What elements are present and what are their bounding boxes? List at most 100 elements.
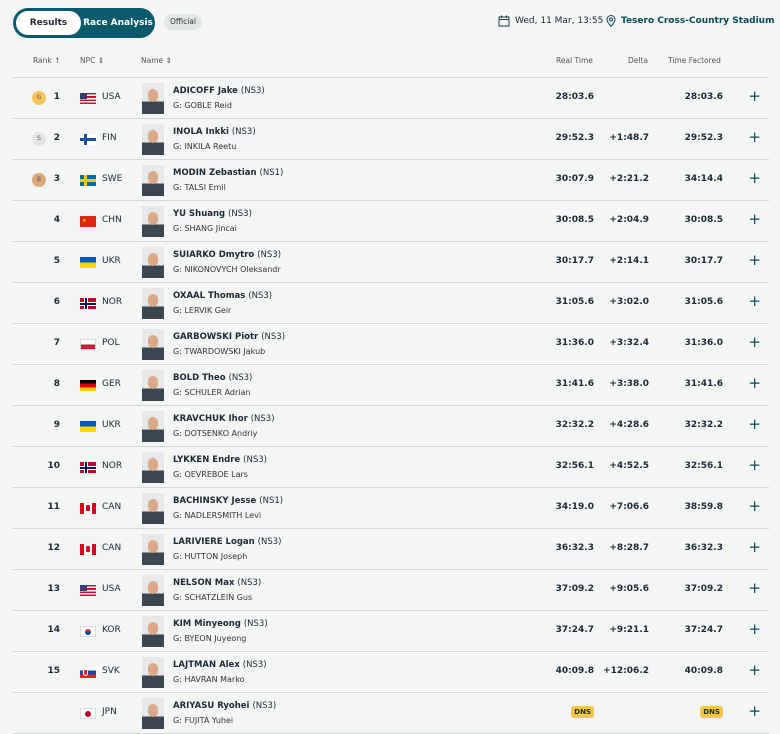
time-factored: 37:24.7	[685, 625, 723, 635]
table-row[interactable]: 5 UKR SUIARKO Dmytro (NS3) G: NIKONOVYCH Ol…	[13, 242, 769, 283]
event-date: Wed, 11 Mar, 13:55	[498, 15, 603, 27]
column-name-label: Name	[141, 56, 164, 65]
expand-plus-icon[interactable]: +	[748, 251, 761, 269]
athlete-name-text: LARIVIERE Logan	[173, 537, 255, 547]
column-name[interactable]: Name ⇕	[141, 56, 172, 65]
athlete-name-text: INOLA Inkki	[173, 127, 229, 137]
athlete-name[interactable]: LYKKEN Endre (NS3)	[173, 455, 267, 465]
real-time: 30:08.5	[556, 215, 594, 225]
time-factored-value: 37:24.7	[684, 625, 723, 635]
expand-plus-icon[interactable]: +	[748, 169, 761, 187]
expand-plus-icon[interactable]: +	[748, 415, 761, 433]
expand-plus-icon[interactable]: +	[748, 333, 761, 351]
athlete-name-text: MODIN Zebastian	[173, 168, 257, 178]
flag-icon-ukr	[80, 421, 96, 432]
athlete-name-text: BOLD Theo	[173, 373, 226, 383]
athlete-name[interactable]: KIM Minyeong (NS3)	[173, 619, 268, 629]
expand-plus-icon[interactable]: +	[748, 374, 761, 392]
time-factored: 36:32.3	[685, 543, 723, 553]
athlete-name[interactable]: ADICOFF Jake (NS3)	[173, 86, 265, 96]
sport-class: (NS1)	[259, 168, 284, 178]
rank: 7	[53, 338, 60, 348]
time-factored: DNS	[700, 706, 723, 718]
sport-class: (NS3)	[231, 127, 256, 137]
table-row[interactable]: B 3 SWE MODIN Zebastian (NS1) G: TALSI Emil 3…	[13, 160, 769, 201]
expand-plus-icon[interactable]: +	[748, 661, 761, 679]
athlete-name[interactable]: BACHINSKY Jesse (NS1)	[173, 496, 283, 506]
guide-name: G: HAVRAN Marko	[173, 675, 245, 684]
guide-name: G: LERVIK Geir	[173, 306, 232, 315]
rank: 2	[53, 133, 60, 143]
time-factored-value: 28:03.6	[684, 92, 723, 102]
tab-results[interactable]: Results	[16, 11, 81, 35]
rank: 4	[53, 215, 60, 225]
expand-plus-icon[interactable]: +	[748, 456, 761, 474]
athlete-name[interactable]: NELSON Max (NS3)	[173, 578, 261, 588]
column-npc[interactable]: NPC ⇕	[80, 56, 104, 65]
expand-plus-icon[interactable]: +	[748, 702, 761, 720]
table-row[interactable]: 15 SVK LAJTMAN Alex (NS3) G: HAVRAN Marko 40…	[13, 652, 769, 693]
time-factored: 30:08.5	[685, 215, 723, 225]
time-factored: 37:09.2	[685, 584, 723, 594]
expand-plus-icon[interactable]: +	[748, 87, 761, 105]
delta: +12:06.2	[603, 666, 649, 676]
sport-class: (NS3)	[228, 373, 253, 383]
table-row[interactable]: S 2 FIN INOLA Inkki (NS3) G: INKILA Reetu 29:…	[13, 119, 769, 160]
table-row[interactable]: 6 NOR OXAAL Thomas (NS3) G: LERVIK Geir 31:0…	[13, 283, 769, 324]
guide-name: G: GOBLE Reid	[173, 101, 232, 110]
time-factored-value: DNS	[700, 706, 723, 718]
table-row[interactable]: 9 UKR KRAVCHUK Ihor (NS3) G: DOTSENKO Andri…	[13, 406, 769, 447]
column-npc-label: NPC	[80, 56, 96, 65]
athlete-photo	[142, 206, 164, 237]
table-row[interactable]: 14 KOR KIM Minyeong (NS3) G: BYEON Juyeong 3…	[13, 611, 769, 652]
athlete-photo	[142, 411, 164, 442]
guide-name: G: NIKONOVYCH Oleksandr	[173, 265, 281, 274]
delta: +8:28.7	[609, 543, 649, 553]
table-row[interactable]: 7 POL GARBOWSKI Piotr (NS3) G: TWARDOWSKI J…	[13, 324, 769, 365]
guide-name: G: SHANG Jincai	[173, 224, 237, 233]
npc-code: UKR	[102, 420, 121, 430]
athlete-name[interactable]: INOLA Inkki (NS3)	[173, 127, 256, 137]
athlete-name[interactable]: YU Shuang (NS3)	[173, 209, 252, 219]
athlete-name[interactable]: GARBOWSKI Piotr (NS3)	[173, 332, 285, 342]
table-row[interactable]: 12 CAN LARIVIERE Logan (NS3) G: HUTTON Jose…	[13, 529, 769, 570]
guide-name: G: DOTSENKO Andriy	[173, 429, 258, 438]
table-row[interactable]: G 1 USA ADICOFF Jake (NS3) G: GOBLE Reid 28:0…	[13, 78, 769, 119]
athlete-photo	[142, 657, 164, 688]
expand-plus-icon[interactable]: +	[748, 497, 761, 515]
athlete-name[interactable]: SUIARKO Dmytro (NS3)	[173, 250, 281, 260]
delta: +4:52.5	[609, 461, 649, 471]
table-row[interactable]: 13 USA NELSON Max (NS3) G: SCHATZLEIN Gus 37…	[13, 570, 769, 611]
athlete-name[interactable]: ARIYASU Ryohei (NS3)	[173, 701, 276, 711]
table-row[interactable]: 11 CAN BACHINSKY Jesse (NS1) G: NADLERSMITH…	[13, 488, 769, 529]
athlete-name[interactable]: LAJTMAN Alex (NS3)	[173, 660, 267, 670]
npc-code: SWE	[102, 174, 123, 184]
column-rank[interactable]: Rank ↑	[33, 56, 60, 65]
expand-plus-icon[interactable]: +	[748, 620, 761, 638]
delta: +3:02.0	[609, 297, 649, 307]
table-row[interactable]: 8 GER BOLD Theo (NS3) G: SCHULER Adrian 31:4…	[13, 365, 769, 406]
athlete-photo	[142, 493, 164, 524]
time-factored-value: 36:32.3	[684, 543, 723, 553]
expand-plus-icon[interactable]: +	[748, 292, 761, 310]
table-row[interactable]: 10 NOR LYKKEN Endre (NS3) G: OEVREBOE Lars 3…	[13, 447, 769, 488]
table-row[interactable]: JPN ARIYASU Ryohei (NS3) G: FUJITA Yuhei DN…	[13, 693, 769, 734]
expand-plus-icon[interactable]: +	[748, 128, 761, 146]
sport-class: (NS3)	[261, 332, 286, 342]
real-time-value: 30:08.5	[555, 215, 594, 225]
athlete-name[interactable]: OXAAL Thomas (NS3)	[173, 291, 272, 301]
calendar-icon	[498, 15, 510, 27]
expand-plus-icon[interactable]: +	[748, 210, 761, 228]
table-row[interactable]: 4 ★ CHN YU Shuang (NS3) G: SHANG Jincai 30:08…	[13, 201, 769, 242]
expand-plus-icon[interactable]: +	[748, 538, 761, 556]
real-time: 31:05.6	[556, 297, 594, 307]
athlete-name[interactable]: BOLD Theo (NS3)	[173, 373, 252, 383]
athlete-name-text: OXAAL Thomas	[173, 291, 246, 301]
athlete-name[interactable]: MODIN Zebastian (NS1)	[173, 168, 283, 178]
row-divider	[13, 692, 769, 693]
tab-race-analysis[interactable]: Race Analysis	[83, 18, 153, 28]
athlete-name[interactable]: LARIVIERE Logan (NS3)	[173, 537, 281, 547]
expand-plus-icon[interactable]: +	[748, 579, 761, 597]
athlete-photo	[142, 124, 164, 155]
athlete-name[interactable]: KRAVCHUK Ihor (NS3)	[173, 414, 275, 424]
